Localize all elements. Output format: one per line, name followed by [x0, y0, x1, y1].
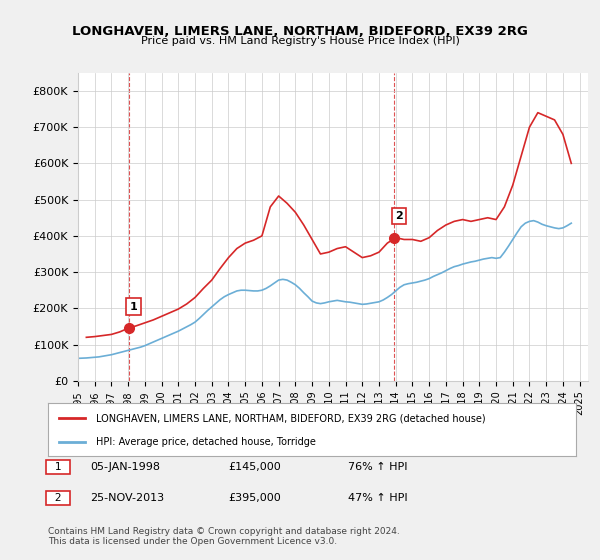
Text: 2: 2	[48, 493, 68, 503]
Text: £395,000: £395,000	[228, 493, 281, 503]
Text: 25-NOV-2013: 25-NOV-2013	[90, 493, 164, 503]
Text: £145,000: £145,000	[228, 462, 281, 472]
Text: Contains HM Land Registry data © Crown copyright and database right 2024.
This d: Contains HM Land Registry data © Crown c…	[48, 526, 400, 546]
Text: Price paid vs. HM Land Registry's House Price Index (HPI): Price paid vs. HM Land Registry's House …	[140, 36, 460, 46]
Text: 2: 2	[395, 211, 403, 221]
Text: HPI: Average price, detached house, Torridge: HPI: Average price, detached house, Torr…	[95, 436, 316, 446]
Text: 76% ↑ HPI: 76% ↑ HPI	[348, 462, 407, 472]
Text: LONGHAVEN, LIMERS LANE, NORTHAM, BIDEFORD, EX39 2RG: LONGHAVEN, LIMERS LANE, NORTHAM, BIDEFOR…	[72, 25, 528, 38]
Text: 05-JAN-1998: 05-JAN-1998	[90, 462, 160, 472]
Text: LONGHAVEN, LIMERS LANE, NORTHAM, BIDEFORD, EX39 2RG (detached house): LONGHAVEN, LIMERS LANE, NORTHAM, BIDEFOR…	[95, 413, 485, 423]
Text: 47% ↑ HPI: 47% ↑ HPI	[348, 493, 407, 503]
Text: 1: 1	[48, 462, 68, 472]
Text: 1: 1	[130, 301, 137, 311]
